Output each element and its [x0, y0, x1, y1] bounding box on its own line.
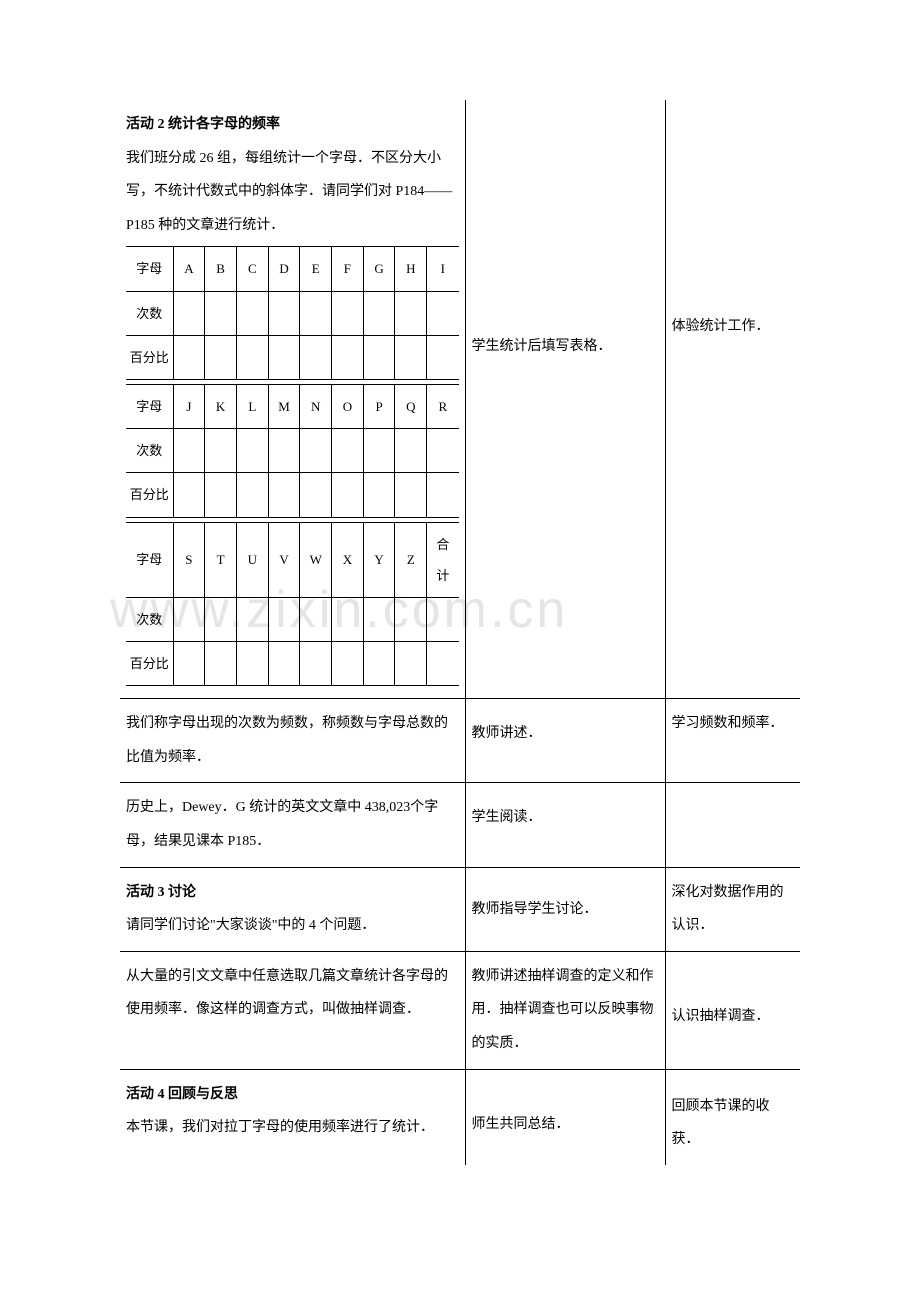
table-header: 百分比: [126, 473, 173, 517]
table-cell: R: [427, 384, 459, 428]
table-cell: J: [173, 384, 205, 428]
table-header: 百分比: [126, 335, 173, 379]
activity2-purpose: 体验统计工作．: [666, 100, 801, 352]
table-header: 次数: [126, 291, 173, 335]
table-cell: T: [205, 522, 237, 597]
letter-table-2: 字母 J K L M N O P Q R 次数: [126, 384, 459, 518]
table-header: 百分比: [126, 642, 173, 686]
table-header: 字母: [126, 384, 173, 428]
table-cell: V: [268, 522, 300, 597]
table-cell: G: [363, 247, 395, 291]
table-cell: A: [173, 247, 205, 291]
table-cell: B: [205, 247, 237, 291]
sampling-purpose: 认识抽样调查．: [666, 952, 801, 1042]
table-header: 字母: [126, 247, 173, 291]
table-cell: 合计: [427, 522, 459, 597]
sampling-text: 从大量的引文文章中任意选取几篇文章统计各字母的使用频率．像这样的调查方式，叫做抽…: [120, 952, 465, 1035]
table-cell: X: [332, 522, 364, 597]
table-cell: S: [173, 522, 205, 597]
table-cell: D: [268, 247, 300, 291]
table-cell: Y: [363, 522, 395, 597]
lesson-plan-table: 活动 2 统计各字母的频率 我们班分成 26 组，每组统计一个字母．不区分大小写…: [120, 100, 800, 1165]
history-text: 历史上，Dewey．G 统计的英文文章中 438,023个字母，结果见课本 P1…: [120, 783, 465, 866]
table-cell: W: [300, 522, 332, 597]
sampling-teacher: 教师讲述抽样调查的定义和作用．抽样调查也可以反映事物的实质．: [466, 952, 665, 1069]
activity3-text: 请同学们讨论"大家谈谈"中的 4 个问题．: [126, 909, 459, 943]
activity3-purpose: 深化对数据作用的认识．: [666, 868, 801, 951]
table-cell: I: [427, 247, 459, 291]
table-cell: F: [332, 247, 364, 291]
table-cell: Z: [395, 522, 427, 597]
activity3-title: 活动 3 讨论: [126, 876, 459, 910]
activity3-teacher: 教师指导学生讨论．: [466, 868, 665, 935]
table-header: 次数: [126, 429, 173, 473]
table-header: 次数: [126, 597, 173, 641]
history-student: 学生阅读．: [466, 783, 665, 843]
table-cell: E: [300, 247, 332, 291]
activity4-title: 活动 4 回顾与反思: [126, 1078, 459, 1112]
table-cell: C: [236, 247, 268, 291]
table-cell: N: [300, 384, 332, 428]
table-cell: P: [363, 384, 395, 428]
table-header: 字母: [126, 522, 173, 597]
activity2-title: 活动 2 统计各字母的频率: [126, 108, 459, 142]
table-cell: O: [332, 384, 364, 428]
table-cell: M: [268, 384, 300, 428]
activity4-purpose: 回顾本节课的收获．: [666, 1070, 801, 1165]
frequency-teacher: 教师讲述．: [466, 699, 665, 759]
table-cell: Q: [395, 384, 427, 428]
letter-table-1: 字母 A B C D E F G H I 次数: [126, 246, 459, 380]
table-cell: L: [236, 384, 268, 428]
table-cell: H: [395, 247, 427, 291]
letter-table-3: 字母 S T U V W X Y Z 合计 次数: [126, 522, 459, 687]
activity2-student: 学生统计后填写表格．: [466, 100, 665, 372]
activity4-text: 本节课，我们对拉丁字母的使用频率进行了统计．: [126, 1111, 459, 1145]
table-cell: U: [236, 522, 268, 597]
frequency-purpose: 学习频数和频率．: [666, 699, 801, 749]
activity4-teacher: 师生共同总结．: [466, 1070, 665, 1150]
table-cell: K: [205, 384, 237, 428]
frequency-text: 我们称字母出现的次数为频数，称频数与字母总数的比值为频率．: [120, 699, 465, 782]
activity2-intro: 我们班分成 26 组，每组统计一个字母．不区分大小写，不统计代数式中的斜体字．请…: [126, 142, 459, 243]
